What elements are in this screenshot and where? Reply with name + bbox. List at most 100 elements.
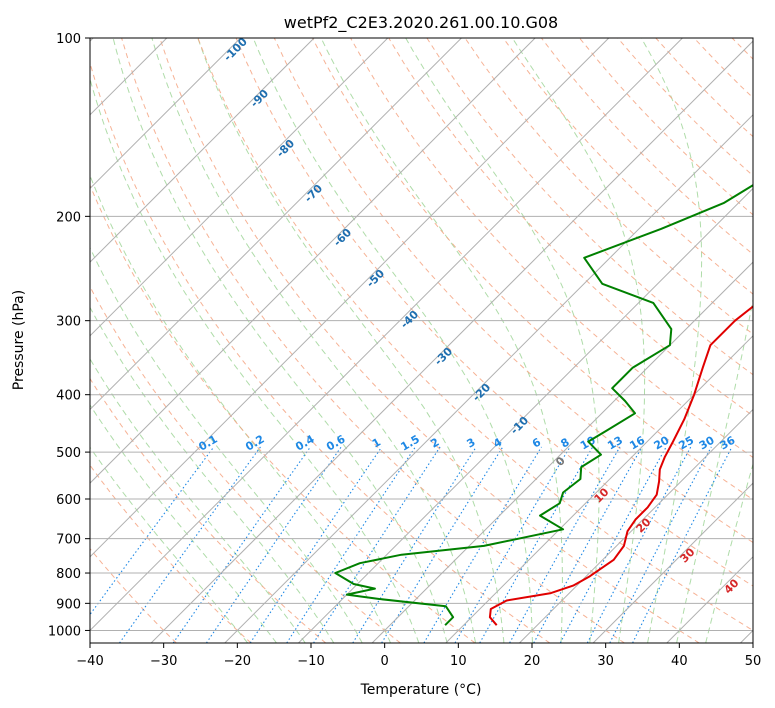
- y-tick-label: 700: [56, 533, 81, 548]
- y-tick-label: 800: [56, 567, 81, 582]
- chart-title: wetPf2_C2E3.2020.261.00.10.G08: [284, 13, 558, 33]
- y-tick-label: 1000: [48, 624, 81, 639]
- y-tick-label: 300: [56, 315, 81, 330]
- mixing-ratio-line: [609, 446, 712, 643]
- mixing-ratio-label: 30: [697, 433, 717, 452]
- moist-adiabat-label: 10: [592, 485, 612, 505]
- mixing-ratio-line: [119, 446, 261, 643]
- isotherm-line: [90, 38, 683, 632]
- dry-adiabat-label: -70: [302, 182, 325, 205]
- y-axis-ticks: 100 200 300 400 500 600 700 800 900 1000: [48, 32, 90, 639]
- dry-adiabat-line: [90, 285, 401, 643]
- dewpoint-profile-line: [334, 184, 753, 626]
- mixing-ratio-line: [509, 446, 621, 643]
- skewed-isotherms: [90, 38, 753, 643]
- dry-adiabat-label: -40: [398, 308, 421, 331]
- plot-frame: [89, 37, 754, 644]
- x-axis-ticks: −40 −30 −20 −10 0 10 20 30 40 50: [76, 643, 761, 669]
- mixing-ratio-line: [454, 446, 571, 643]
- isotherm-line: [298, 187, 753, 643]
- isotherm-line: [150, 40, 753, 643]
- dry-adiabat-line: [90, 547, 177, 643]
- pressure-gridlines: [90, 38, 753, 631]
- dry-adiabat-label: -50: [364, 267, 387, 290]
- y-tick-label: 900: [56, 597, 81, 612]
- x-tick-label: 30: [597, 654, 614, 669]
- moist-adiabat-line: [112, 38, 448, 643]
- x-tick-label: −20: [224, 654, 251, 669]
- isotherm-line: [740, 629, 753, 643]
- sounding-profiles: [334, 184, 753, 626]
- dry-adiabat-line: [770, 38, 775, 643]
- dry-adiabat-line: [90, 377, 327, 643]
- dry-adiabat-line: [159, 38, 700, 643]
- mixing-ratio-line: [559, 446, 667, 643]
- isotherm-line: [90, 38, 462, 411]
- moist-adiabat-line: [511, 38, 646, 643]
- isotherm-line: [90, 38, 241, 190]
- dry-adiabat-line: [90, 464, 252, 643]
- mixing-ratio-label: 1: [370, 436, 383, 451]
- x-tick-label: −10: [297, 654, 324, 669]
- y-axis-label: Pressure (hPa): [11, 290, 27, 390]
- mixing-ratio-label: 6: [530, 435, 543, 450]
- mixing-ratio-line: [249, 446, 383, 643]
- moist-adiabat-line: [90, 246, 363, 643]
- dry-adiabat-line: [502, 38, 753, 295]
- mixing-ratio-line: [533, 446, 643, 643]
- y-tick-label: 400: [56, 389, 81, 404]
- dry-adiabat-label: -10: [508, 414, 531, 437]
- dry-adiabat-line: [90, 61, 551, 643]
- x-tick-label: −30: [150, 654, 177, 669]
- mixing-ratio-line: [586, 446, 692, 643]
- mixing-ratio-line: [423, 446, 542, 643]
- mixing-ratio-line: [313, 446, 441, 643]
- zero-isotherm-label: 0: [553, 454, 568, 469]
- isotherm-line: [371, 261, 753, 643]
- dry-adiabat-label: -30: [432, 345, 455, 368]
- y-tick-label: 600: [56, 493, 81, 508]
- mixing-ratio-line: [90, 446, 215, 616]
- y-tick-label: 200: [56, 210, 81, 225]
- dry-adiabat-label: -20: [470, 381, 493, 404]
- moist-adiabat-line: [90, 357, 306, 643]
- mixing-ratio-label: 36: [718, 433, 738, 452]
- y-tick-label: 500: [56, 446, 81, 461]
- plot-area: -100-90-80-70-60-50-40-30-20-10 01020304…: [90, 35, 775, 643]
- isotherm-line: [519, 408, 753, 643]
- dry-adiabat-label: -100: [221, 35, 250, 64]
- moist-adiabat-line: [90, 404, 277, 643]
- moist-adiabat-line: [252, 38, 533, 643]
- moist-adiabat-line: [90, 446, 249, 643]
- isotherm-line: [90, 38, 536, 484]
- x-tick-label: 20: [524, 654, 541, 669]
- moist-adiabat-line: [405, 38, 600, 643]
- isotherm-line: [224, 114, 753, 643]
- moist-adiabat-label: 40: [722, 576, 742, 596]
- mixing-ratio-line: [286, 446, 416, 643]
- dry-adiabat-line: [693, 38, 753, 99]
- moist-adiabat-line: [676, 297, 753, 643]
- dry-adiabat-line: [388, 38, 753, 417]
- x-tick-label: 10: [450, 654, 467, 669]
- dry-adiabat-line: [90, 183, 476, 643]
- dry-adiabat-label: -80: [274, 137, 297, 160]
- x-axis-label: Temperature (°C): [360, 682, 482, 698]
- dry-adiabat-line: [121, 38, 625, 643]
- x-tick-label: 0: [381, 654, 389, 669]
- moist-adiabats: [90, 38, 753, 643]
- dry-adiabats: [90, 38, 775, 643]
- mixing-ratio-line: [632, 446, 733, 643]
- mixing-ratio-label: 0.1: [196, 433, 219, 454]
- mixing-ratio-label: 3: [465, 436, 478, 451]
- moist-adiabat-line: [90, 306, 335, 643]
- mixing-ratio-label: 25: [676, 434, 696, 453]
- y-tick-label: 100: [56, 32, 81, 47]
- isotherm-line: [592, 482, 753, 643]
- dry-adiabat-line: [541, 38, 753, 255]
- dry-adiabat-line: [350, 38, 753, 459]
- moist-adiabat-line: [90, 77, 420, 643]
- mixing-ratio-label: 0.4: [293, 432, 317, 453]
- moist-adiabat-line: [90, 174, 392, 643]
